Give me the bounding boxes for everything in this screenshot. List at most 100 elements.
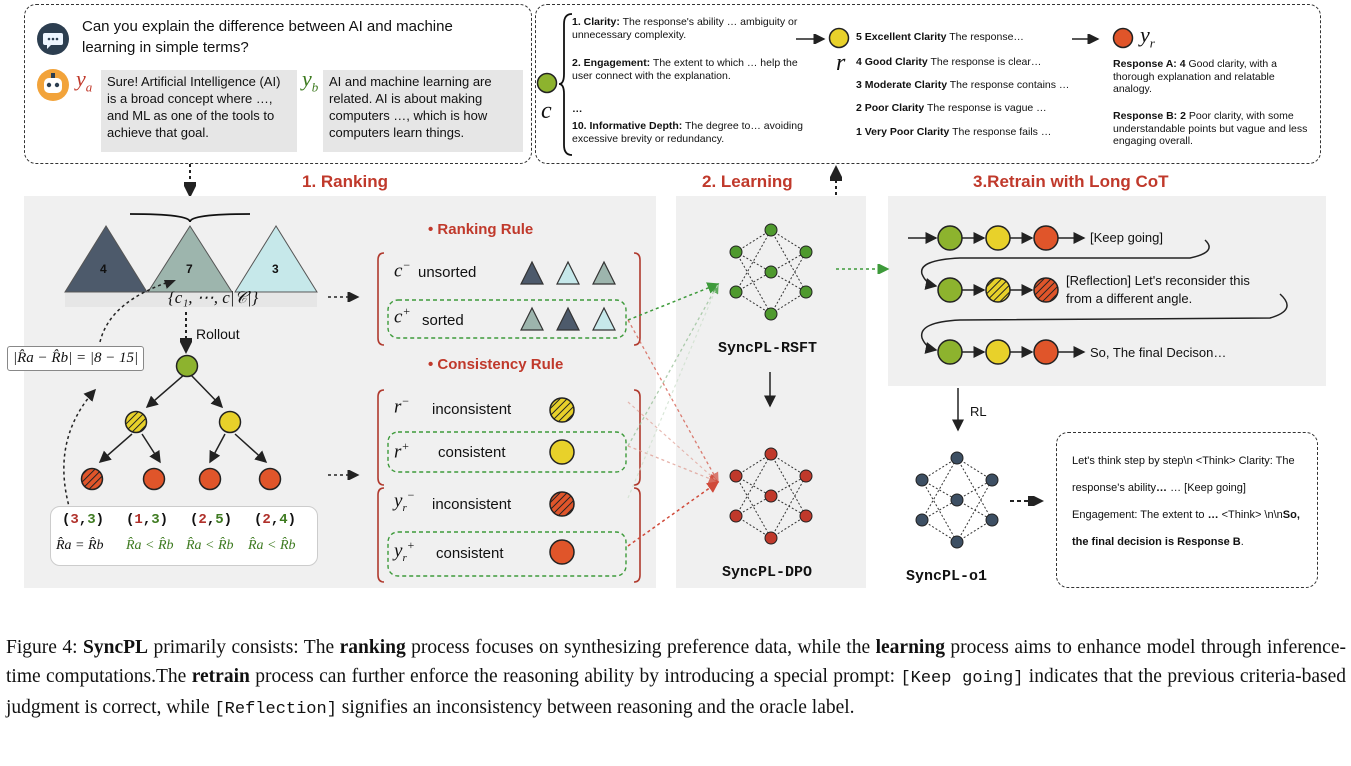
y-minus-text: inconsistent bbox=[432, 496, 512, 513]
network-edge bbox=[956, 479, 993, 501]
network-edge bbox=[735, 271, 772, 293]
retrain-chains bbox=[908, 225, 1288, 365]
rollout-tree bbox=[80, 354, 282, 491]
criteria-box bbox=[535, 4, 1321, 164]
network-edge bbox=[735, 453, 772, 517]
network-edge bbox=[735, 453, 772, 477]
network-edge bbox=[735, 251, 772, 315]
y-minus-label: yr− bbox=[394, 488, 415, 515]
network-edge bbox=[770, 291, 807, 315]
response-b-judgment: Response B: 2 Poor clarity, with some un… bbox=[1113, 110, 1308, 147]
network-node bbox=[729, 469, 743, 483]
pair-4: (2,4) bbox=[254, 512, 297, 528]
output-text: Let's think step by step\n <Think> Clari… bbox=[1072, 455, 1300, 548]
o1-network bbox=[915, 451, 999, 549]
network-edge bbox=[735, 251, 772, 273]
orange-node bbox=[549, 539, 575, 565]
keep-going-text: [Keep going] bbox=[1090, 230, 1164, 245]
figure-caption: Figure 4: SyncPL primarily consists: The… bbox=[6, 637, 1347, 719]
arrow-criteria-to-score bbox=[796, 34, 826, 44]
relation-3: R̂a < R̂b bbox=[186, 538, 234, 553]
retrain-title: 3.Retrain with Long CoT bbox=[973, 172, 1169, 191]
score-5: 5 Excellent Clarity The response… bbox=[856, 31, 1024, 43]
network-edge bbox=[770, 515, 807, 539]
r-minus-label: r− bbox=[394, 394, 410, 418]
score-4: 4 Good Clarity The response is clear… bbox=[856, 56, 1042, 68]
pair-results-box bbox=[50, 506, 318, 566]
o1-label: SyncPL-o1 bbox=[906, 568, 988, 585]
dpo-network bbox=[729, 447, 813, 545]
r-minus-text: inconsistent bbox=[432, 401, 512, 418]
consistency-rule-title: • Consistency Rule bbox=[428, 356, 564, 373]
network-node bbox=[764, 307, 778, 321]
arrow-to-consistency-rule bbox=[328, 470, 360, 480]
arrow-score-to-yr bbox=[1072, 34, 1100, 44]
question-box bbox=[24, 4, 532, 164]
robot-icon bbox=[37, 69, 69, 101]
yellow-node bbox=[549, 439, 575, 465]
score-3: 3 Moderate Clarity The response contains… bbox=[856, 79, 1070, 91]
triangle-label-2: 7 bbox=[186, 262, 193, 276]
network-node bbox=[729, 245, 743, 259]
triangle-label-3: 3 bbox=[272, 262, 279, 276]
y-plus-text: consistent bbox=[436, 545, 504, 562]
network-edge bbox=[735, 475, 772, 497]
criterion-10: 10. Informative Depth: The degree to… av… bbox=[572, 120, 803, 145]
dpo-label: SyncPL-DPO bbox=[722, 564, 813, 581]
c-minus-text: unsorted bbox=[418, 264, 477, 281]
rule-brackets bbox=[377, 252, 641, 583]
network-edge bbox=[735, 229, 772, 253]
hatched-orange-node bbox=[549, 491, 575, 517]
orange-node-yr bbox=[1112, 27, 1134, 49]
hatched-yellow-node bbox=[549, 397, 575, 423]
pair-1: (3,3) bbox=[62, 512, 105, 528]
network-node bbox=[915, 513, 929, 527]
learning-panel bbox=[676, 196, 866, 588]
ya-label: ya bbox=[76, 66, 93, 95]
c-plus-label: c+ bbox=[394, 304, 411, 328]
reflection-text: [Reflection] Let's reconsider this from … bbox=[1066, 273, 1250, 306]
rollout-label: Rollout bbox=[196, 326, 240, 342]
reward-diff-box: |R̂a − R̂b| = |8 − 15| bbox=[7, 346, 145, 371]
c-label: c bbox=[541, 98, 552, 124]
network-edge bbox=[735, 515, 772, 539]
network-edge bbox=[735, 495, 772, 517]
network-node bbox=[950, 535, 964, 549]
network-node bbox=[729, 285, 743, 299]
criterion-ellipsis: … bbox=[572, 103, 583, 115]
rl-label: RL bbox=[970, 404, 987, 419]
network-node bbox=[729, 509, 743, 523]
arrow-down-from-question bbox=[184, 164, 196, 198]
network-node bbox=[799, 245, 813, 259]
network-edge bbox=[735, 475, 772, 539]
criteria-brace bbox=[558, 13, 573, 156]
learning-title: 2. Learning bbox=[702, 172, 793, 191]
output-box bbox=[1056, 432, 1318, 588]
network-node bbox=[799, 469, 813, 483]
network-edge bbox=[770, 475, 807, 497]
network-node bbox=[985, 473, 999, 487]
rsft-label: SyncPL-RSFT bbox=[718, 340, 818, 357]
c-minus-label: c− bbox=[394, 258, 411, 282]
network-node bbox=[985, 513, 999, 527]
y-plus-label: yr+ bbox=[394, 538, 415, 565]
network-node bbox=[764, 447, 778, 461]
yb-label: yb bbox=[302, 66, 319, 95]
yr-label: yr bbox=[1140, 22, 1155, 51]
criterion-2: 2. Engagement: The extent to which … hel… bbox=[572, 57, 798, 82]
sorted-triangles bbox=[520, 306, 616, 331]
rule-to-model-arrows bbox=[627, 282, 720, 547]
arrow-learning-to-retrain bbox=[836, 264, 890, 274]
response-a-judgment: Response A: 4 Good clarity, with a thoro… bbox=[1113, 58, 1277, 95]
network-node bbox=[915, 473, 929, 487]
triangle-group bbox=[64, 213, 318, 307]
pair-2: (1,3) bbox=[126, 512, 169, 528]
relation-4: R̂a < R̂b bbox=[248, 538, 296, 553]
network-edge bbox=[735, 291, 772, 315]
response-a-text: Sure! Artificial Intelligence (AI) is a … bbox=[101, 70, 297, 152]
network-edge bbox=[735, 229, 772, 293]
ranking-rule-title: • Ranking Rule bbox=[428, 221, 534, 238]
network-edge bbox=[921, 457, 958, 481]
response-b-text: AI and machine learning are related. AI … bbox=[323, 70, 523, 152]
network-edge bbox=[921, 519, 958, 543]
